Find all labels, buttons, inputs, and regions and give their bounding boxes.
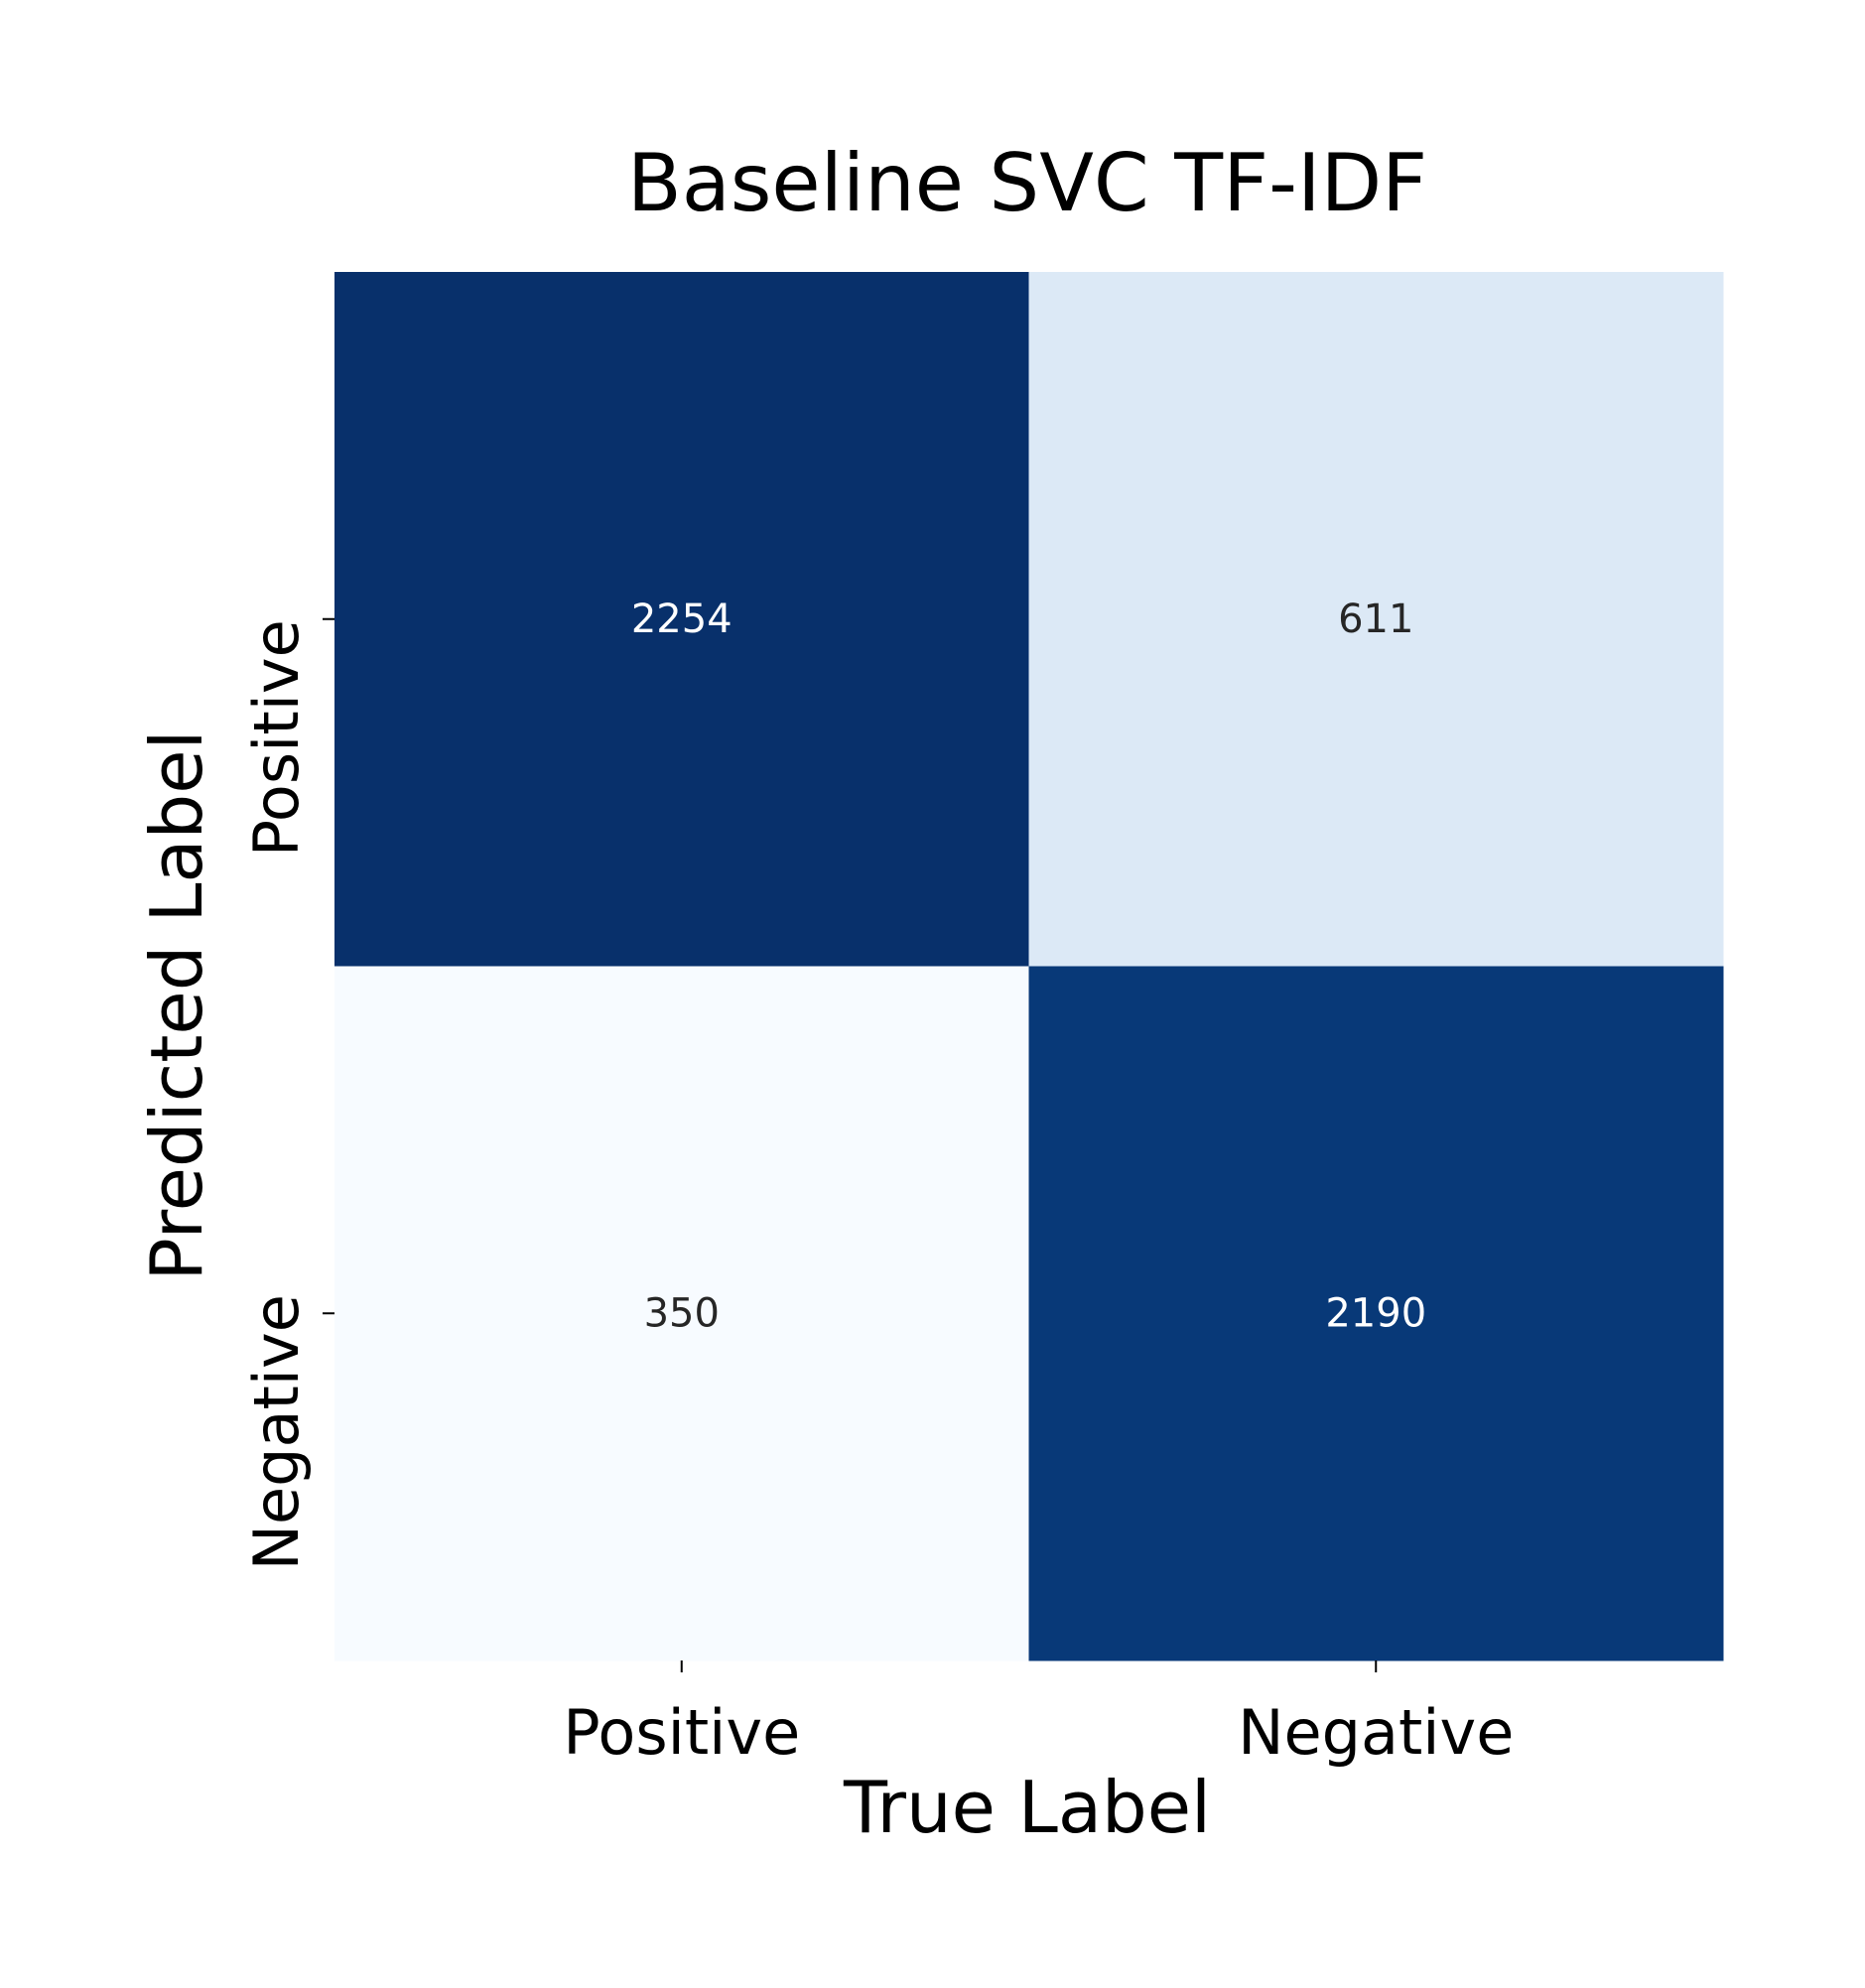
cell-value-label: 2190 (1325, 1290, 1426, 1336)
axis-ticks: Positive Negative Positive Negative (240, 617, 1514, 1769)
heatmap-cell (1028, 966, 1724, 1661)
cell-value-label: 611 (1338, 596, 1413, 642)
x-tick-label: Positive (563, 1696, 800, 1769)
heatmap-cell (334, 272, 1029, 967)
y-axis-label: Predicted Label (135, 729, 218, 1280)
cell-value-label: 350 (644, 1290, 720, 1336)
chart-title: Baseline SVC TF-IDF (627, 137, 1427, 229)
heatmap-cell (1028, 272, 1724, 967)
cell-value-label: 2254 (631, 596, 733, 642)
y-tick-label: Negative (240, 1294, 313, 1570)
heatmap-cell (334, 966, 1029, 1661)
heatmap-cell-values: 2254 611 350 2190 (631, 596, 1426, 1337)
x-tick-label: Negative (1238, 1696, 1514, 1769)
x-axis-label: True Label (843, 1766, 1211, 1849)
y-tick-label: Positive (240, 619, 313, 857)
heatmap-cells (334, 272, 1724, 1661)
